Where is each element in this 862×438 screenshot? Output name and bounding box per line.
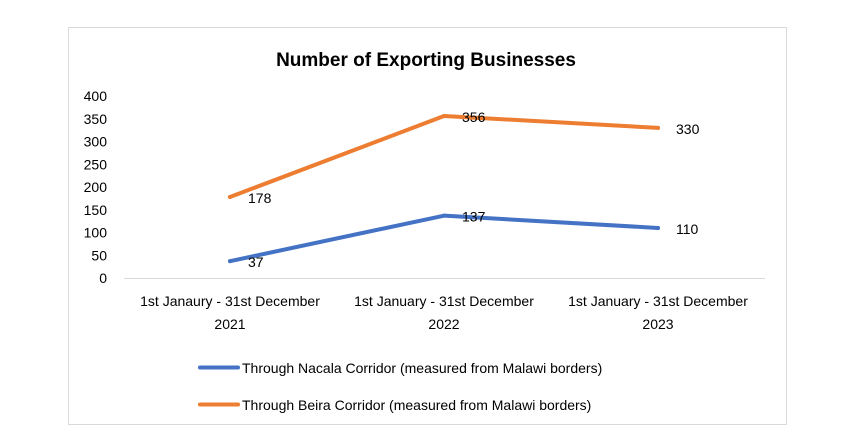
- x-tick-label: 1st January - 31st December: [354, 293, 534, 309]
- series-line: [228, 213, 660, 264]
- y-tick-label: 100: [84, 225, 108, 241]
- data-label: 356: [462, 109, 486, 125]
- y-tick-label: 0: [99, 270, 107, 286]
- data-point: [656, 125, 660, 130]
- y-tick-label: 200: [84, 179, 108, 195]
- chart-title: Number of Exporting Businesses: [276, 50, 576, 71]
- data-point: [228, 195, 232, 200]
- y-tick-label: 400: [84, 88, 108, 104]
- x-tick-label: 2021: [214, 316, 245, 332]
- x-tick-label: 2022: [428, 316, 459, 332]
- y-tick-label: 300: [84, 134, 108, 150]
- data-point: [656, 225, 660, 230]
- y-tick-label: 50: [91, 247, 107, 263]
- x-tick-label: 2023: [642, 316, 673, 332]
- data-label: 178: [248, 190, 272, 206]
- x-tick-label: 1st Janaury - 31st December: [140, 293, 320, 309]
- y-tick-label: 250: [84, 156, 108, 172]
- data-label: 37: [248, 254, 264, 270]
- data-label: 330: [676, 121, 700, 137]
- x-tick-label: 1st January - 31st December: [568, 293, 748, 309]
- y-tick-label: 350: [84, 111, 108, 127]
- legend-entry: Through Nacala Corridor (measured from M…: [242, 360, 602, 376]
- series-line: [228, 114, 660, 200]
- data-label: 110: [676, 221, 699, 237]
- data-point: [442, 213, 446, 218]
- legend-entry: Through Beira Corridor (measured from Ma…: [242, 397, 591, 413]
- data-point: [228, 259, 232, 264]
- y-tick-label: 150: [84, 202, 108, 218]
- chart-frame: [68, 27, 787, 425]
- data-point: [442, 114, 446, 119]
- data-label: 137: [462, 209, 486, 225]
